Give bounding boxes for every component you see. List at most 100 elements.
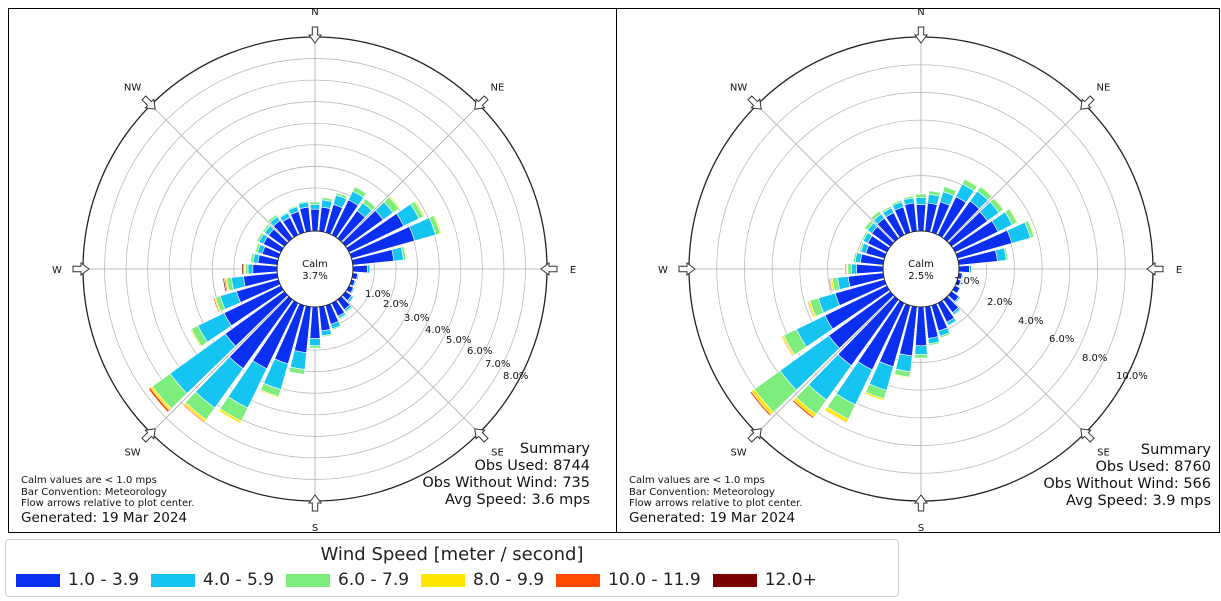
wind-bar-segment [400, 246, 407, 261]
wind-bar-segment [853, 251, 858, 263]
legend-swatch [286, 573, 331, 587]
direction-label: SW [730, 447, 746, 458]
wind-bar-segment [847, 263, 852, 275]
windrose-panel-right: Calm 2.5% 1.0% 2.0% 4.0% 6.0% 8.0% 10.0% N NE E SE S… [616, 8, 1220, 533]
wind-bar-segment [297, 200, 309, 205]
summary-title: Summary [1140, 442, 1211, 458]
legend-swatch [16, 573, 60, 587]
wind-bar-segment [308, 345, 322, 349]
direction-label: S [312, 523, 318, 532]
flow-note: Flow arrows relative to plot center. [629, 498, 803, 509]
calm-circle [276, 230, 354, 308]
radial-tick-label: 2.0% [987, 297, 1012, 308]
wind-bar-segment [960, 272, 964, 280]
wind-speed-legend: Wind Speed [meter / second] 1.0 - 3.9 4.… [5, 539, 899, 597]
windrose-panel-left: Calm 3.7% 1.0% 2.0% 3.0% 4.0% 5.0% 6.0% 7.0% 8.0%… [8, 8, 617, 533]
avg-speed: Avg Speed: 3.9 mps [1066, 493, 1211, 509]
radial-tick-label: 6.0% [1049, 334, 1074, 345]
wind-bar-segment [864, 219, 874, 231]
legend-items: 1.0 - 3.9 4.0 - 5.9 6.0 - 7.9 8.0 - 9.9 … [16, 570, 829, 590]
generated-date: Generated: 19 Mar 2024 [629, 509, 796, 526]
wind-bar-segment [218, 408, 242, 424]
wind-bar-segment [963, 178, 978, 187]
wind-bar-segment [954, 295, 961, 304]
wind-bar-segment [844, 263, 847, 275]
wind-bar-segment [287, 205, 298, 211]
radial-tick-label: 1.0% [954, 276, 979, 287]
flow-arrow-icon [308, 26, 322, 44]
legend-item: 6.0 - 7.9 [286, 570, 409, 590]
wind-bar-segment [939, 332, 951, 339]
direction-label: E [1176, 265, 1182, 276]
grid-circle [104, 58, 526, 480]
wind-bar-segment [182, 403, 206, 424]
wind-bar-segment [792, 399, 815, 419]
wind-bar-segment [347, 295, 355, 303]
direction-label: S [918, 523, 924, 532]
wind-bar-segment [222, 277, 227, 293]
wind-bar-segment [928, 190, 941, 197]
wind-bar-segment [902, 195, 915, 201]
legend-label: 10.0 - 11.9 [608, 570, 701, 590]
calm-label: Calm [908, 259, 934, 270]
wind-bar-segment [870, 210, 882, 221]
wind-bar-segment [352, 279, 357, 287]
wind-bar-segment [352, 186, 367, 198]
avg-speed: Avg Speed: 3.6 mps [445, 492, 590, 508]
radial-tick-label: 10.0% [1116, 371, 1148, 382]
radial-gridline [756, 295, 895, 434]
wind-bar-segment [352, 264, 368, 274]
wind-bar-segment [928, 341, 941, 346]
flow-arrow-icon [474, 428, 489, 443]
wind-bar-segment [942, 186, 957, 197]
wind-bar-segment [1008, 208, 1019, 223]
wind-bar-segment [345, 306, 353, 314]
grid-circle [716, 64, 1126, 474]
bar-convention-note: Bar Convention: Meteorology [629, 486, 775, 498]
flow-arrow-icon [1080, 95, 1095, 110]
grid-circle [799, 147, 1043, 391]
direction-label: E [570, 265, 576, 276]
wind-bar-segment [856, 263, 884, 275]
wind-bar-segment [212, 297, 220, 313]
radial-gridline [150, 104, 289, 243]
wind-bar-segment [256, 232, 264, 243]
direction-label: N [917, 9, 924, 18]
wind-bar-segment [1003, 247, 1009, 261]
wind-bar-segment [350, 287, 356, 295]
calm-note: Calm values are < 1.0 mps [21, 475, 157, 486]
summary-title: Summary [519, 441, 590, 457]
flow-arrow-icon [308, 494, 322, 512]
radial-tick-label: 4.0% [1018, 316, 1043, 327]
wind-bar-segment [915, 197, 927, 206]
wind-bar-segment [331, 325, 342, 331]
wind-bar-segment [309, 204, 321, 210]
wind-bar-segment [254, 243, 261, 254]
radial-tick-label: 8.0% [503, 371, 528, 382]
flow-arrow-icon [540, 262, 558, 276]
direction-label: SE [1097, 447, 1110, 458]
grid-circle [211, 165, 419, 373]
legend-title: Wind Speed [meter / second] [320, 544, 584, 565]
wind-bar-segment [310, 208, 320, 232]
wind-bar-segment [250, 252, 256, 264]
wind-bar-segment [259, 389, 280, 399]
wind-bar-segment [321, 197, 334, 202]
calm-value: 3.7% [302, 271, 327, 282]
flow-arrow-icon [141, 95, 156, 110]
radial-tick-label: 5.0% [446, 335, 471, 346]
legend-swatch [712, 573, 757, 587]
grid-circle [771, 119, 1071, 419]
radial-tick-label: 7.0% [485, 359, 510, 370]
legend-item: 12.0+ [712, 570, 817, 590]
radial-tick-label: 2.0% [383, 299, 408, 310]
wind-bar-segment [148, 387, 170, 413]
wind-bar-segment [947, 320, 958, 327]
direction-label: N [311, 9, 318, 18]
legend-label: 12.0+ [764, 570, 817, 590]
grid-circle [125, 79, 505, 459]
calm-value: 2.5% [908, 271, 933, 282]
wind-bar-segment [953, 309, 962, 316]
wind-bar-segment [288, 366, 306, 375]
